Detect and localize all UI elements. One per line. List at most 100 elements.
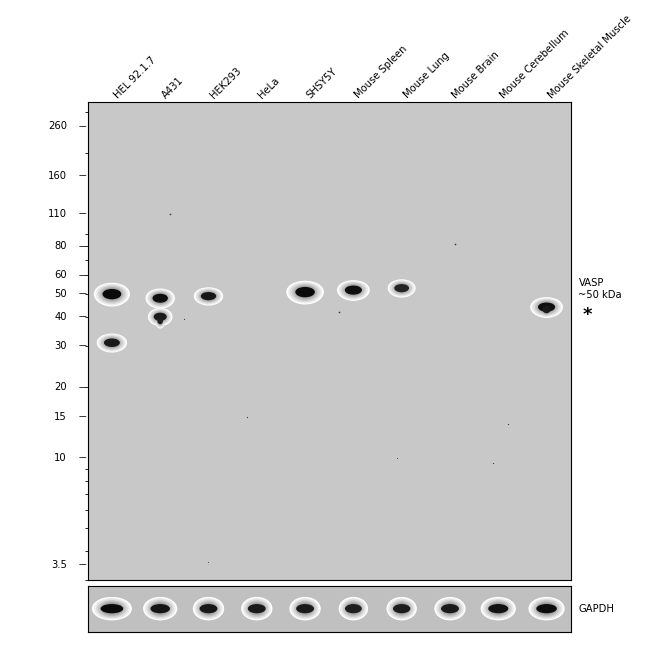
Text: HeLa: HeLa [257,75,281,100]
Ellipse shape [529,597,564,620]
Text: 260: 260 [48,121,67,131]
Ellipse shape [486,601,510,617]
Ellipse shape [207,607,210,610]
Ellipse shape [537,301,556,313]
Ellipse shape [349,605,358,612]
Ellipse shape [194,597,224,620]
Ellipse shape [542,304,551,310]
Ellipse shape [200,602,218,615]
Ellipse shape [536,301,558,314]
Ellipse shape [205,607,211,611]
Ellipse shape [397,605,406,612]
Text: GAPDH: GAPDH [578,603,614,614]
Ellipse shape [255,607,258,610]
Ellipse shape [149,309,172,326]
Ellipse shape [157,315,164,326]
Ellipse shape [252,605,261,612]
Ellipse shape [445,605,454,612]
Ellipse shape [155,295,166,302]
Ellipse shape [159,318,161,323]
Ellipse shape [200,605,216,613]
Ellipse shape [347,286,359,294]
Ellipse shape [290,597,320,620]
Ellipse shape [394,605,410,613]
Ellipse shape [146,599,175,619]
Ellipse shape [196,289,221,304]
Ellipse shape [106,605,118,612]
Ellipse shape [540,604,554,613]
Ellipse shape [204,293,213,299]
Ellipse shape [157,607,164,611]
Ellipse shape [532,299,561,316]
Ellipse shape [155,313,166,321]
Ellipse shape [146,290,174,308]
Ellipse shape [107,291,117,297]
Text: —: — [79,560,86,569]
Ellipse shape [246,601,267,617]
Ellipse shape [489,605,508,613]
Ellipse shape [195,599,222,619]
Ellipse shape [156,314,164,328]
Text: 80: 80 [55,241,67,251]
Ellipse shape [300,605,309,612]
Ellipse shape [147,600,174,617]
Ellipse shape [296,288,314,297]
Ellipse shape [390,281,413,296]
Ellipse shape [151,605,169,613]
Ellipse shape [160,320,161,321]
Ellipse shape [153,293,167,303]
Ellipse shape [158,315,162,318]
Text: Mouse Spleen: Mouse Spleen [354,44,410,100]
Text: 110: 110 [48,209,67,219]
Ellipse shape [144,597,177,620]
Ellipse shape [102,337,122,349]
Ellipse shape [543,305,550,309]
Text: —: — [79,290,86,299]
Ellipse shape [199,290,218,302]
Ellipse shape [109,341,115,344]
Ellipse shape [545,607,549,610]
Ellipse shape [251,604,263,613]
Ellipse shape [541,303,552,316]
Ellipse shape [103,290,121,299]
Ellipse shape [254,607,260,611]
Ellipse shape [111,342,113,343]
Ellipse shape [152,293,168,304]
Ellipse shape [546,309,547,310]
Ellipse shape [152,603,168,614]
Ellipse shape [158,317,162,324]
Ellipse shape [399,286,404,290]
Ellipse shape [390,600,413,617]
Ellipse shape [148,290,173,307]
Text: —: — [79,271,86,280]
Text: 40: 40 [55,312,67,322]
Ellipse shape [346,286,361,294]
Ellipse shape [488,602,508,615]
Ellipse shape [348,287,358,293]
Text: 10: 10 [55,453,67,463]
Ellipse shape [108,607,116,611]
Ellipse shape [341,283,366,298]
Ellipse shape [201,603,216,614]
Text: —: — [79,171,86,180]
Ellipse shape [398,607,404,611]
Ellipse shape [149,601,172,617]
Ellipse shape [248,602,266,615]
Ellipse shape [110,607,114,610]
Text: 30: 30 [55,341,67,351]
Ellipse shape [102,603,122,614]
Text: 50: 50 [55,289,67,299]
Ellipse shape [302,607,308,611]
Ellipse shape [545,308,548,311]
Ellipse shape [299,604,311,613]
Ellipse shape [387,597,416,620]
Ellipse shape [346,286,361,295]
Ellipse shape [348,604,359,613]
Ellipse shape [294,601,315,617]
Ellipse shape [395,603,409,614]
Ellipse shape [544,307,549,313]
Ellipse shape [202,293,216,299]
Ellipse shape [196,600,220,617]
Ellipse shape [438,600,462,617]
Ellipse shape [159,318,162,324]
